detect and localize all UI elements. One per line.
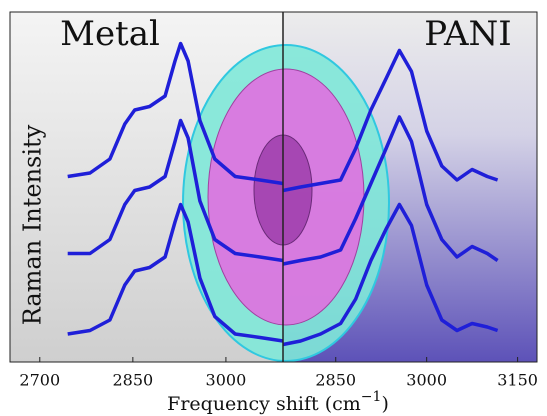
right-title: PANI bbox=[424, 14, 512, 54]
x-tick-label: 3150 bbox=[497, 371, 538, 390]
x-tick-label: 2850 bbox=[112, 371, 153, 390]
traces bbox=[67, 41, 499, 347]
frame bbox=[9, 11, 538, 363]
spectrum-line bbox=[67, 41, 284, 186]
y-axis-label: Raman Intensity bbox=[19, 124, 47, 325]
x-label-main: Frequency shift (cm bbox=[167, 393, 361, 415]
spectrum-line bbox=[67, 202, 284, 343]
x-tick-label: 2850 bbox=[315, 371, 356, 390]
spectrum-line bbox=[67, 118, 284, 263]
x-tick-label: 3000 bbox=[206, 371, 247, 390]
x-tick-label: 2700 bbox=[19, 371, 60, 390]
spectrum-line bbox=[282, 202, 499, 347]
spectrum-line bbox=[282, 48, 499, 193]
x-axis-label: Frequency shift (cm−1) bbox=[167, 389, 389, 415]
spectrum-line bbox=[282, 115, 499, 266]
x-tick-label: 3000 bbox=[406, 371, 447, 390]
x-label-end: ) bbox=[381, 393, 388, 415]
x-label-sup: −1 bbox=[361, 389, 382, 405]
left-title: Metal bbox=[60, 14, 160, 54]
